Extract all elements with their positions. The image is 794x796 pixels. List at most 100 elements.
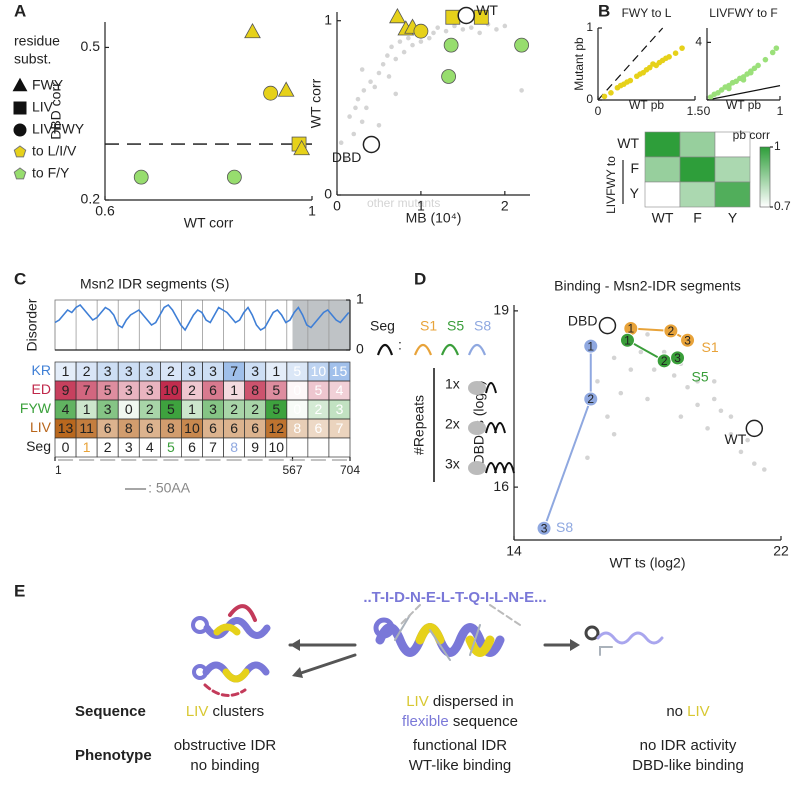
background-point bbox=[368, 79, 373, 85]
background-point bbox=[338, 140, 344, 146]
point bbox=[443, 37, 459, 53]
table-value: 3 bbox=[104, 401, 112, 417]
background-point bbox=[611, 355, 617, 361]
point bbox=[726, 85, 732, 92]
table-value: 6 bbox=[146, 420, 154, 436]
background-point bbox=[678, 414, 684, 419]
table-value: 6 bbox=[188, 439, 196, 455]
table-value: 0 bbox=[293, 401, 301, 417]
y-axis-label: Mutant pb bbox=[572, 37, 586, 91]
point bbox=[413, 23, 429, 39]
cell-text-part: no IDR activity bbox=[640, 737, 737, 754]
heatmap-cell bbox=[714, 181, 751, 208]
table-value: 1 bbox=[272, 363, 280, 379]
table-value: - bbox=[316, 439, 321, 455]
chart-title: FWY to L bbox=[622, 6, 672, 20]
background-point bbox=[376, 122, 382, 128]
legend-label: 1x bbox=[445, 376, 460, 392]
background-point bbox=[618, 390, 624, 396]
helix-end bbox=[373, 617, 395, 639]
helix-liv bbox=[222, 668, 250, 683]
y-tick-label: 4 bbox=[695, 35, 702, 49]
arrow-head bbox=[290, 639, 300, 651]
x-tick-label: 1 bbox=[308, 203, 316, 219]
table-value: 3 bbox=[146, 363, 154, 379]
table-value: 10 bbox=[184, 420, 200, 436]
background-point bbox=[638, 349, 644, 355]
cell-text: LIV dispersed in bbox=[406, 693, 514, 710]
row-label: LIV bbox=[30, 419, 52, 435]
table-value: - bbox=[295, 439, 300, 455]
point bbox=[133, 169, 149, 185]
table-value: 3 bbox=[125, 439, 133, 455]
y-tick-label: 0.5 bbox=[81, 38, 101, 54]
point bbox=[263, 85, 279, 101]
point bbox=[293, 139, 311, 156]
background-point bbox=[460, 27, 466, 32]
table-value: 13 bbox=[58, 420, 74, 436]
point bbox=[637, 71, 643, 77]
series-point bbox=[583, 391, 599, 407]
point-label: 3 bbox=[541, 521, 548, 535]
series-label: S5 bbox=[692, 369, 709, 385]
annotation: other mutants bbox=[367, 196, 440, 210]
table-value: 3 bbox=[146, 382, 154, 398]
x-tick-label: 2 bbox=[501, 198, 509, 214]
background-point bbox=[410, 42, 415, 48]
table-value: 8 bbox=[230, 439, 238, 455]
chart-title: Binding - Msn2-IDR segments bbox=[554, 278, 741, 294]
background-point bbox=[351, 131, 357, 137]
background-point bbox=[386, 74, 392, 79]
row-label: KR bbox=[32, 362, 51, 378]
table-value: 1 bbox=[230, 382, 238, 398]
cell-text-part: functional IDR bbox=[413, 737, 507, 754]
background-point bbox=[359, 67, 365, 72]
panel-label: C bbox=[14, 269, 26, 288]
reference-point bbox=[362, 135, 381, 154]
background-point bbox=[605, 414, 610, 419]
row-label: WT bbox=[617, 135, 639, 151]
background-point bbox=[397, 39, 403, 44]
point-label: 3 bbox=[684, 333, 691, 347]
background-point bbox=[738, 449, 744, 455]
x-axis-label: WT corr bbox=[184, 215, 234, 231]
diagonal bbox=[706, 85, 781, 101]
background-point bbox=[380, 61, 386, 67]
legend-arc bbox=[376, 343, 394, 356]
background-point bbox=[645, 396, 650, 402]
table-value: 3 bbox=[188, 363, 196, 379]
legend-title: #Repeats bbox=[411, 395, 427, 455]
background-point bbox=[355, 96, 361, 102]
point bbox=[679, 45, 685, 51]
table-cell bbox=[328, 437, 351, 458]
cell-text: no LIV bbox=[666, 703, 709, 720]
series-label: S8 bbox=[556, 519, 573, 535]
reference-label: DBD bbox=[568, 312, 598, 328]
background-point bbox=[718, 408, 724, 414]
legend-label: S8 bbox=[474, 318, 491, 334]
x-tick-label: 0 bbox=[704, 104, 711, 118]
x-axis-label: MB (10⁴) bbox=[406, 210, 462, 226]
x-tick-label: 704 bbox=[340, 463, 360, 477]
legend-title: residue bbox=[14, 33, 60, 49]
background-point bbox=[361, 88, 367, 93]
background-point bbox=[705, 426, 710, 431]
x-tick-label: 0 bbox=[333, 198, 341, 214]
background-point bbox=[728, 414, 734, 419]
table-value: 1 bbox=[83, 401, 91, 417]
y-tick-label: 1 bbox=[356, 291, 364, 307]
table-value: 1 bbox=[83, 439, 91, 455]
x-axis-label: WT ts (log2) bbox=[610, 555, 686, 571]
legend-blob bbox=[468, 381, 486, 395]
table-value: 5 bbox=[293, 363, 301, 379]
background-point bbox=[452, 23, 457, 29]
legend-colon: : bbox=[398, 337, 402, 353]
x-tick-label: 0 bbox=[595, 104, 602, 118]
row-label: ED bbox=[32, 381, 51, 397]
table-value: 2 bbox=[83, 363, 91, 379]
table-value: 11 bbox=[79, 420, 94, 436]
table-value: 5 bbox=[104, 382, 112, 398]
cell-text: functional IDR bbox=[413, 737, 507, 754]
